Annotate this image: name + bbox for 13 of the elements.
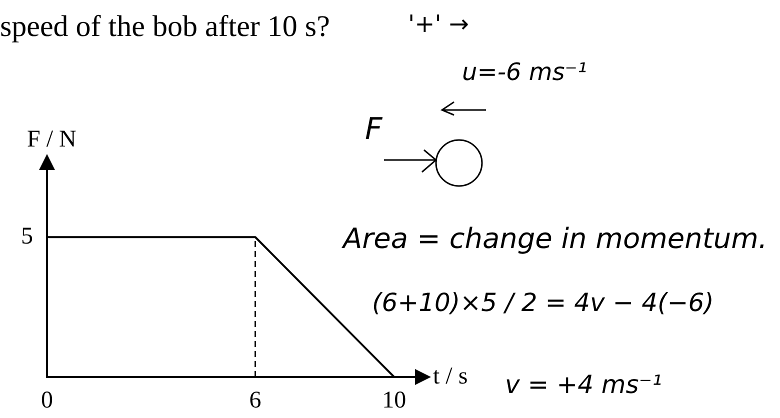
text: u=-6 ms⁻¹ (462, 58, 588, 86)
x-tick-label: 0 (41, 388, 53, 414)
x-tick-label: 6 (249, 388, 262, 414)
annotation: (6+10)×5 / 2 = 4v − 4(−6) (372, 288, 714, 317)
text: F (365, 112, 382, 147)
text: '+' → (408, 10, 470, 38)
annotation: 5 (21, 223, 33, 250)
text: v = +4 ms⁻¹ (505, 370, 662, 399)
chart-title: speed of the bob after 10 s? (0, 10, 330, 44)
y-axis-title: F / N (27, 126, 76, 152)
annotation: Area = change in momentum. (343, 222, 768, 255)
x-tick-label: 10 (382, 388, 406, 414)
x-axis-title: t / s (433, 363, 468, 390)
